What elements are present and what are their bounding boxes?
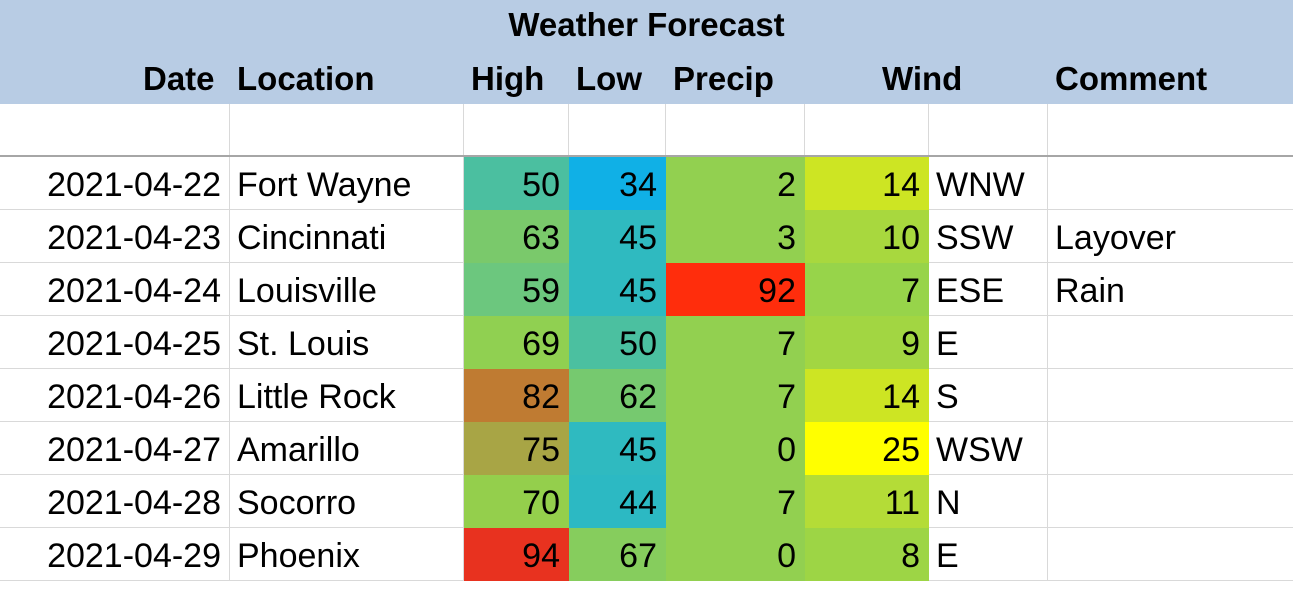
- table-row: 2021-04-22 Fort Wayne 50 34 2 14 WNW: [0, 157, 1293, 210]
- comment-cell[interactable]: [1048, 369, 1293, 422]
- table-row: 2021-04-24 Louisville 59 45 92 7 ESE Rain: [0, 263, 1293, 316]
- low-cell[interactable]: 34: [569, 157, 666, 210]
- header-band: [0, 0, 1293, 104]
- comment-cell[interactable]: [1048, 422, 1293, 475]
- header-precip[interactable]: Precip: [673, 60, 774, 97]
- header-comment[interactable]: Comment: [1055, 60, 1208, 97]
- wind-cell[interactable]: 9: [805, 316, 929, 369]
- header-location[interactable]: Location: [237, 60, 375, 97]
- dir-cell[interactable]: E: [929, 316, 1048, 369]
- precip-cell[interactable]: 7: [666, 369, 805, 422]
- table-row: 2021-04-28 Socorro 70 44 7 11 N: [0, 475, 1293, 528]
- comment-cell[interactable]: Rain: [1048, 263, 1293, 316]
- dir-cell[interactable]: ESE: [929, 263, 1048, 316]
- blank-cell[interactable]: [666, 104, 805, 156]
- wind-cell[interactable]: 11: [805, 475, 929, 528]
- location-cell[interactable]: St. Louis: [230, 316, 464, 369]
- date-cell[interactable]: 2021-04-26: [0, 369, 230, 422]
- blank-cell[interactable]: [805, 104, 929, 156]
- low-cell[interactable]: 44: [569, 475, 666, 528]
- high-cell[interactable]: 82: [464, 369, 569, 422]
- dir-cell[interactable]: N: [929, 475, 1048, 528]
- dir-cell[interactable]: S: [929, 369, 1048, 422]
- precip-cell[interactable]: 2: [666, 157, 805, 210]
- high-cell[interactable]: 59: [464, 263, 569, 316]
- precip-cell[interactable]: 7: [666, 316, 805, 369]
- location-cell[interactable]: Cincinnati: [230, 210, 464, 263]
- low-cell[interactable]: 45: [569, 422, 666, 475]
- header-high[interactable]: High: [471, 60, 545, 97]
- wind-cell[interactable]: 14: [805, 369, 929, 422]
- location-cell[interactable]: Fort Wayne: [230, 157, 464, 210]
- blank-cell[interactable]: [0, 104, 230, 156]
- blank-cell[interactable]: [464, 104, 569, 156]
- low-cell[interactable]: 62: [569, 369, 666, 422]
- high-cell[interactable]: 50: [464, 157, 569, 210]
- low-cell[interactable]: 45: [569, 210, 666, 263]
- location-cell[interactable]: Little Rock: [230, 369, 464, 422]
- precip-cell[interactable]: 0: [666, 528, 805, 581]
- wind-cell[interactable]: 10: [805, 210, 929, 263]
- blank-cell[interactable]: [569, 104, 666, 156]
- high-cell[interactable]: 70: [464, 475, 569, 528]
- table-row: 2021-04-26 Little Rock 82 62 7 14 S: [0, 369, 1293, 422]
- date-cell[interactable]: 2021-04-29: [0, 528, 230, 581]
- table-row: 2021-04-29 Phoenix 94 67 0 8 E: [0, 528, 1293, 581]
- high-cell[interactable]: 94: [464, 528, 569, 581]
- precip-cell[interactable]: 92: [666, 263, 805, 316]
- wind-cell[interactable]: 25: [805, 422, 929, 475]
- dir-cell[interactable]: SSW: [929, 210, 1048, 263]
- sheet-title: Weather Forecast: [508, 6, 785, 43]
- comment-cell[interactable]: [1048, 528, 1293, 581]
- header-low[interactable]: Low: [576, 60, 642, 97]
- dir-cell[interactable]: WNW: [929, 157, 1048, 210]
- precip-cell[interactable]: 0: [666, 422, 805, 475]
- comment-cell[interactable]: Layover: [1048, 210, 1293, 263]
- dir-cell[interactable]: WSW: [929, 422, 1048, 475]
- header-bottom-border: [0, 155, 1293, 157]
- comment-cell[interactable]: [1048, 316, 1293, 369]
- low-cell[interactable]: 50: [569, 316, 666, 369]
- precip-cell[interactable]: 3: [666, 210, 805, 263]
- date-cell[interactable]: 2021-04-22: [0, 157, 230, 210]
- low-cell[interactable]: 67: [569, 528, 666, 581]
- date-cell[interactable]: 2021-04-23: [0, 210, 230, 263]
- location-cell[interactable]: Socorro: [230, 475, 464, 528]
- header-wind[interactable]: Wind: [882, 60, 963, 97]
- wind-cell[interactable]: 8: [805, 528, 929, 581]
- date-cell[interactable]: 2021-04-27: [0, 422, 230, 475]
- comment-cell[interactable]: [1048, 157, 1293, 210]
- blank-cell[interactable]: [230, 104, 464, 156]
- table-row: 2021-04-23 Cincinnati 63 45 3 10 SSW Layover: [0, 210, 1293, 263]
- table-row: 2021-04-25 St. Louis 69 50 7 9 E: [0, 316, 1293, 369]
- blank-cell[interactable]: [929, 104, 1048, 156]
- location-cell[interactable]: Phoenix: [230, 528, 464, 581]
- location-cell[interactable]: Amarillo: [230, 422, 464, 475]
- header-date[interactable]: Date: [143, 60, 215, 97]
- high-cell[interactable]: 69: [464, 316, 569, 369]
- table-row: 2021-04-27 Amarillo 75 45 0 25 WSW: [0, 422, 1293, 475]
- wind-cell[interactable]: 14: [805, 157, 929, 210]
- location-cell[interactable]: Louisville: [230, 263, 464, 316]
- blank-cell[interactable]: [1048, 104, 1293, 156]
- high-cell[interactable]: 63: [464, 210, 569, 263]
- low-cell[interactable]: 45: [569, 263, 666, 316]
- date-cell[interactable]: 2021-04-28: [0, 475, 230, 528]
- wind-cell[interactable]: 7: [805, 263, 929, 316]
- blank-row: [0, 104, 1293, 157]
- comment-cell[interactable]: [1048, 475, 1293, 528]
- date-cell[interactable]: 2021-04-24: [0, 263, 230, 316]
- date-cell[interactable]: 2021-04-25: [0, 316, 230, 369]
- precip-cell[interactable]: 7: [666, 475, 805, 528]
- high-cell[interactable]: 75: [464, 422, 569, 475]
- dir-cell[interactable]: E: [929, 528, 1048, 581]
